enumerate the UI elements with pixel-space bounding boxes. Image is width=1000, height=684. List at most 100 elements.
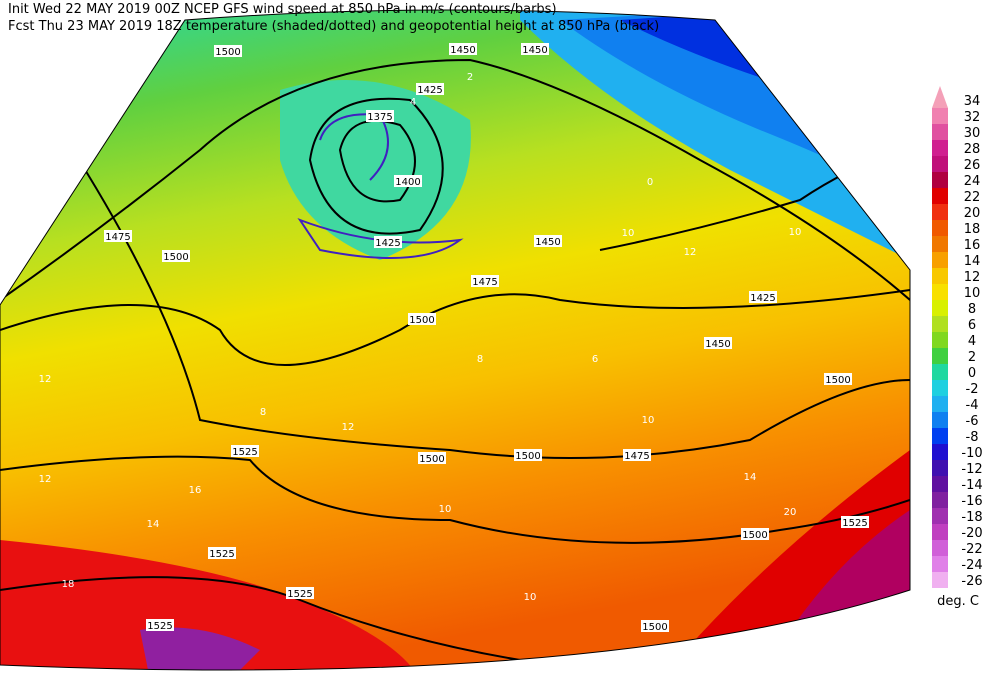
height-label-box	[841, 516, 869, 528]
height-label: 1525	[147, 621, 172, 632]
colorbar-label: 20	[964, 206, 981, 221]
height-label-box	[521, 43, 549, 55]
colorbar-label: -18	[961, 510, 982, 525]
height-label-box	[514, 449, 542, 461]
height-label-box	[704, 337, 732, 349]
colorbar-label: -6	[966, 414, 979, 429]
colorbar-swatch	[932, 172, 948, 188]
colorbar-label: 26	[964, 158, 981, 173]
height-label-box	[394, 175, 422, 187]
colorbar-swatch	[932, 460, 948, 476]
height-label-box	[534, 235, 562, 247]
colorbar-swatch	[932, 428, 948, 444]
temperature-label: 10	[622, 228, 635, 239]
colorbar-label: -20	[961, 526, 982, 541]
colorbar: 3432302826242220181614121086420-2-4-6-8-…	[932, 86, 983, 589]
height-label-box	[641, 620, 669, 632]
height-label-box	[741, 528, 769, 540]
colorbar-label: 34	[964, 94, 981, 109]
colorbar-swatch	[932, 156, 948, 172]
height-label: 1475	[472, 277, 497, 288]
height-label-box	[162, 250, 190, 262]
colorbar-swatch	[932, 540, 948, 556]
height-label-box	[214, 45, 242, 57]
temperature-label: 8	[477, 354, 483, 365]
height-label: 1525	[209, 549, 234, 560]
height-label: 1450	[522, 45, 547, 56]
height-label: 1425	[750, 293, 775, 304]
temperature-label: 16	[189, 485, 202, 496]
height-label-box	[146, 619, 174, 631]
temperature-label: 12	[684, 247, 697, 258]
colorbar-label: -24	[961, 558, 982, 573]
height-label-box	[231, 445, 259, 457]
temperature-label: 10	[439, 504, 452, 515]
temperature-label: 10	[789, 227, 802, 238]
colorbar-swatch	[932, 316, 948, 332]
colorbar-triangle	[932, 86, 948, 108]
colorbar-label: 0	[968, 366, 976, 381]
temperature-label: 12	[39, 474, 52, 485]
colorbar-swatch	[932, 332, 948, 348]
colorbar-swatch	[932, 188, 948, 204]
colorbar-swatch	[932, 236, 948, 252]
colorbar-swatch	[932, 204, 948, 220]
colorbar-label: 12	[964, 270, 981, 285]
height-label: 1400	[395, 177, 420, 188]
colorbar-label: -10	[961, 446, 982, 461]
temperature-label: 12	[342, 422, 355, 433]
colorbar-swatch	[932, 396, 948, 412]
colorbar-swatch	[932, 108, 948, 124]
temperature-label: 10	[524, 592, 537, 603]
colorbar-label: -22	[961, 542, 982, 557]
colorbar-label: -16	[961, 494, 982, 509]
height-label-box	[471, 275, 499, 287]
colorbar-label: -4	[966, 398, 979, 413]
height-label: 1500	[742, 530, 767, 541]
height-label: 1525	[842, 518, 867, 529]
height-label: 1500	[419, 454, 444, 465]
colorbar-swatch	[932, 348, 948, 364]
height-label-box	[408, 313, 436, 325]
temperature-label: 0	[647, 177, 653, 188]
colorbar-swatch	[932, 140, 948, 156]
temperature-label: 4	[410, 97, 416, 108]
colorbar-swatch	[932, 284, 948, 300]
height-label: 1450	[450, 45, 475, 56]
height-label-box	[449, 43, 477, 55]
height-label: 1500	[163, 252, 188, 263]
height-label: 1375	[367, 112, 392, 123]
height-label: 1525	[287, 589, 312, 600]
colorbar-label: 2	[968, 350, 976, 365]
header-line: Fcst Thu 23 MAY 2019 18Z temperature (sh…	[8, 19, 659, 34]
colorbar-label: 22	[964, 190, 981, 205]
colorbar-label: 4	[968, 334, 976, 349]
colorbar-label: 16	[964, 238, 981, 253]
height-label-box	[104, 230, 132, 242]
colorbar-swatch	[932, 572, 948, 588]
colorbar-label: -12	[961, 462, 982, 477]
height-label: 1425	[375, 238, 400, 249]
temperature-label: 18	[62, 579, 75, 590]
height-label: 1450	[705, 339, 730, 350]
height-label: 1475	[624, 451, 649, 462]
height-label: 1500	[409, 315, 434, 326]
height-label-box	[418, 452, 446, 464]
colorbar-swatch	[932, 268, 948, 284]
height-label: 1500	[642, 622, 667, 633]
height-label-box	[416, 83, 444, 95]
colorbar-swatch	[932, 412, 948, 428]
colorbar-label: -8	[966, 430, 979, 445]
height-label: 1525	[232, 447, 257, 458]
height-label-box	[623, 449, 651, 461]
colorbar-label: -26	[961, 574, 982, 589]
map-labels: 1500 1450 1450 1425 1375 1400 1425 1475 1500 1450…	[39, 43, 869, 633]
colorbar-swatch	[932, 476, 948, 492]
colorbar-label: 18	[964, 222, 981, 237]
height-label: 1475	[105, 232, 130, 243]
height-label-box	[824, 373, 852, 385]
height-label-box	[366, 110, 394, 122]
map-area	[0, 10, 910, 670]
temperature-label: 14	[744, 472, 757, 483]
